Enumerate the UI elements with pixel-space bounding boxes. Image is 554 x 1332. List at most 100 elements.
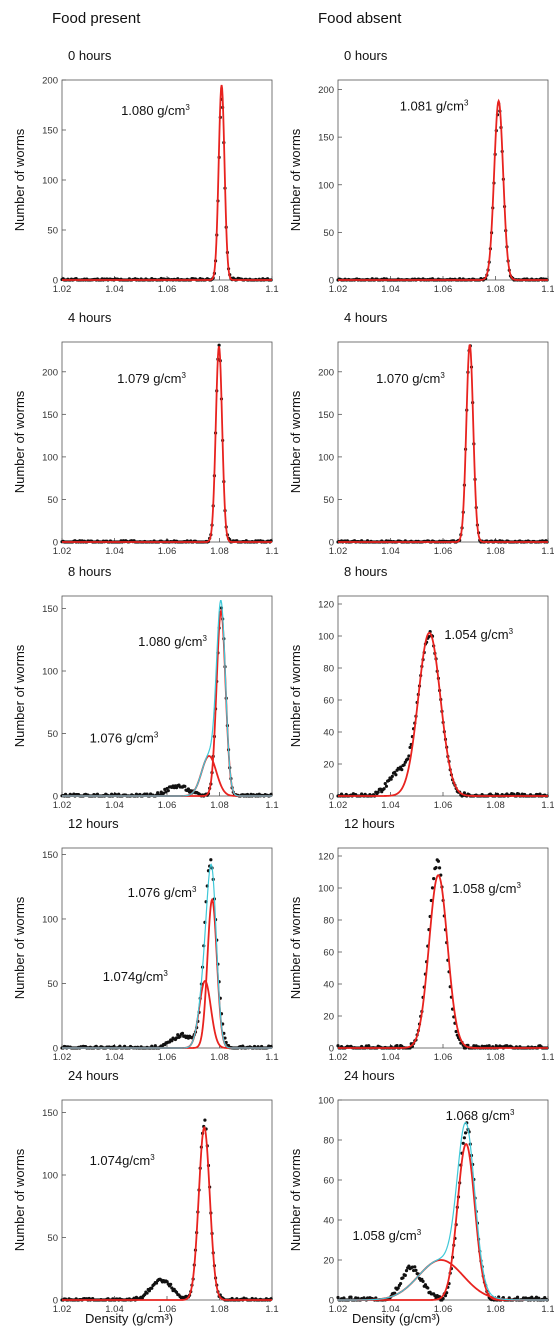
x-tick-label: 1.06 xyxy=(434,1304,453,1315)
data-points xyxy=(336,102,549,282)
data-point xyxy=(433,1294,437,1298)
panel-title: 0 hours xyxy=(344,48,388,63)
chart-panel: 24 hours Number of worms 1.02 1.04 1.06 1.08 1… xyxy=(0,1060,290,1322)
data-point xyxy=(399,765,403,769)
sum-curve xyxy=(62,600,272,797)
fit-curve xyxy=(62,84,272,281)
x-tick-label: 1.1 xyxy=(265,546,278,557)
y-tick-label: 100 xyxy=(42,176,58,187)
data-point xyxy=(400,767,404,772)
y-axis-label: Number of worms xyxy=(12,1148,27,1251)
data-point xyxy=(180,1031,185,1035)
x-tick-label: 1.02 xyxy=(53,800,72,811)
y-tick-label: 200 xyxy=(42,367,58,378)
data-points xyxy=(60,1118,273,1302)
x-tick-label: 1.06 xyxy=(434,284,453,295)
column-title-food-absent: Food absent xyxy=(318,10,402,27)
chart-panel: 0 hours Number of worms 1.02 1.04 1.06 1.08 1.… xyxy=(0,40,290,302)
data-point xyxy=(382,787,386,791)
chart-svg: 4 hours Number of worms 1.02 1.04 1.06 1.08 1.… xyxy=(288,310,554,557)
y-tick-label: 100 xyxy=(318,452,334,463)
data-point xyxy=(183,784,187,788)
y-tick-label: 60 xyxy=(323,696,334,707)
y-tick-label: 0 xyxy=(53,1044,58,1055)
x-tick-label: 1.06 xyxy=(158,546,177,557)
chart-panel: 24 hours Number of worms 1.02 1.04 1.06 1.08 1… xyxy=(280,1060,554,1322)
x-tick-label: 1.1 xyxy=(541,1304,554,1315)
fit-curve xyxy=(338,98,548,281)
chart-svg: 0 hours Number of worms 1.02 1.04 1.06 1.08 1.… xyxy=(12,48,279,295)
chart-svg: 4 hours Number of worms 1.02 1.04 1.06 1.08 1.… xyxy=(12,310,279,557)
y-tick-label: 120 xyxy=(318,600,334,611)
data-point xyxy=(399,1281,403,1286)
y-tick-label: 60 xyxy=(323,948,334,959)
x-tick-label: 1.1 xyxy=(541,546,554,557)
panel-title: 12 hours xyxy=(344,816,395,831)
plot-frame xyxy=(61,847,273,1049)
y-tick-label: 80 xyxy=(323,916,334,927)
y-tick-label: 150 xyxy=(42,850,58,861)
x-tick-label: 1.04 xyxy=(381,284,400,295)
x-tick-label: 1.06 xyxy=(434,800,453,811)
x-tick-label: 1.06 xyxy=(434,546,453,557)
y-tick-label: 50 xyxy=(47,226,58,237)
x-tick-label: 1.06 xyxy=(158,1052,177,1063)
y-tick-label: 0 xyxy=(53,538,58,549)
x-tick-label: 1.04 xyxy=(381,1304,400,1315)
x-tick-label: 1.08 xyxy=(486,1304,505,1315)
peak-label: 1.079 g/cm3 xyxy=(117,371,186,386)
y-tick-label: 50 xyxy=(47,979,58,990)
x-tick-label: 1.08 xyxy=(486,284,505,295)
x-tick-label: 1.02 xyxy=(329,1052,348,1063)
data-point xyxy=(203,1118,207,1122)
data-point xyxy=(389,777,393,781)
y-tick-label: 100 xyxy=(42,1171,58,1182)
data-point xyxy=(147,1289,152,1293)
panel-title: 24 hours xyxy=(68,1068,119,1083)
y-axis-label: Number of worms xyxy=(288,390,303,493)
data-point xyxy=(437,866,442,870)
x-tick-label: 1.04 xyxy=(105,284,124,295)
data-point xyxy=(441,1296,445,1301)
data-point xyxy=(430,886,435,890)
peak-label: 1.081 g/cm3 xyxy=(400,98,469,113)
data-point xyxy=(150,1286,154,1290)
data-point xyxy=(164,790,168,794)
y-tick-label: 150 xyxy=(42,410,58,421)
data-point xyxy=(176,1033,180,1037)
y-tick-label: 150 xyxy=(318,410,334,421)
panel-title: 12 hours xyxy=(68,816,119,831)
peak-label: 1.074g/cm3 xyxy=(103,969,169,984)
y-tick-label: 50 xyxy=(47,495,58,506)
y-tick-label: 50 xyxy=(323,495,334,506)
data-point xyxy=(402,763,406,767)
panel-title: 24 hours xyxy=(344,1068,395,1083)
peak-label: 1.058 g/cm3 xyxy=(352,1228,421,1243)
data-point xyxy=(413,1265,417,1269)
y-tick-label: 0 xyxy=(329,1044,334,1055)
data-point xyxy=(423,1283,428,1287)
y-tick-label: 100 xyxy=(318,632,334,643)
plot-frame xyxy=(337,1099,549,1301)
data-point xyxy=(336,1295,340,1300)
data-point xyxy=(166,789,170,793)
plot-frame xyxy=(337,595,549,797)
y-tick-label: 50 xyxy=(47,729,58,740)
peak-label: 1.070 g/cm3 xyxy=(376,371,445,386)
chart-panel: 4 hours Number of worms 1.02 1.04 1.06 1.08 1.… xyxy=(280,302,554,564)
data-point xyxy=(443,1294,448,1298)
panel-title: 4 hours xyxy=(344,310,388,325)
fit-curve xyxy=(338,874,548,1049)
y-tick-label: 0 xyxy=(53,276,58,287)
data-point xyxy=(145,1291,149,1295)
x-tick-label: 1.06 xyxy=(158,800,177,811)
chart-panel: 8 hours Number of worms 1.02 1.04 1.06 1.08 1.… xyxy=(0,556,290,818)
y-tick-label: 200 xyxy=(42,76,58,87)
y-tick-label: 0 xyxy=(329,276,334,287)
peak-label: 1.076 g/cm3 xyxy=(128,885,197,900)
fit-curve xyxy=(338,631,548,797)
fit-curve xyxy=(338,1142,548,1301)
y-tick-label: 0 xyxy=(329,538,334,549)
data-point xyxy=(462,1136,466,1140)
